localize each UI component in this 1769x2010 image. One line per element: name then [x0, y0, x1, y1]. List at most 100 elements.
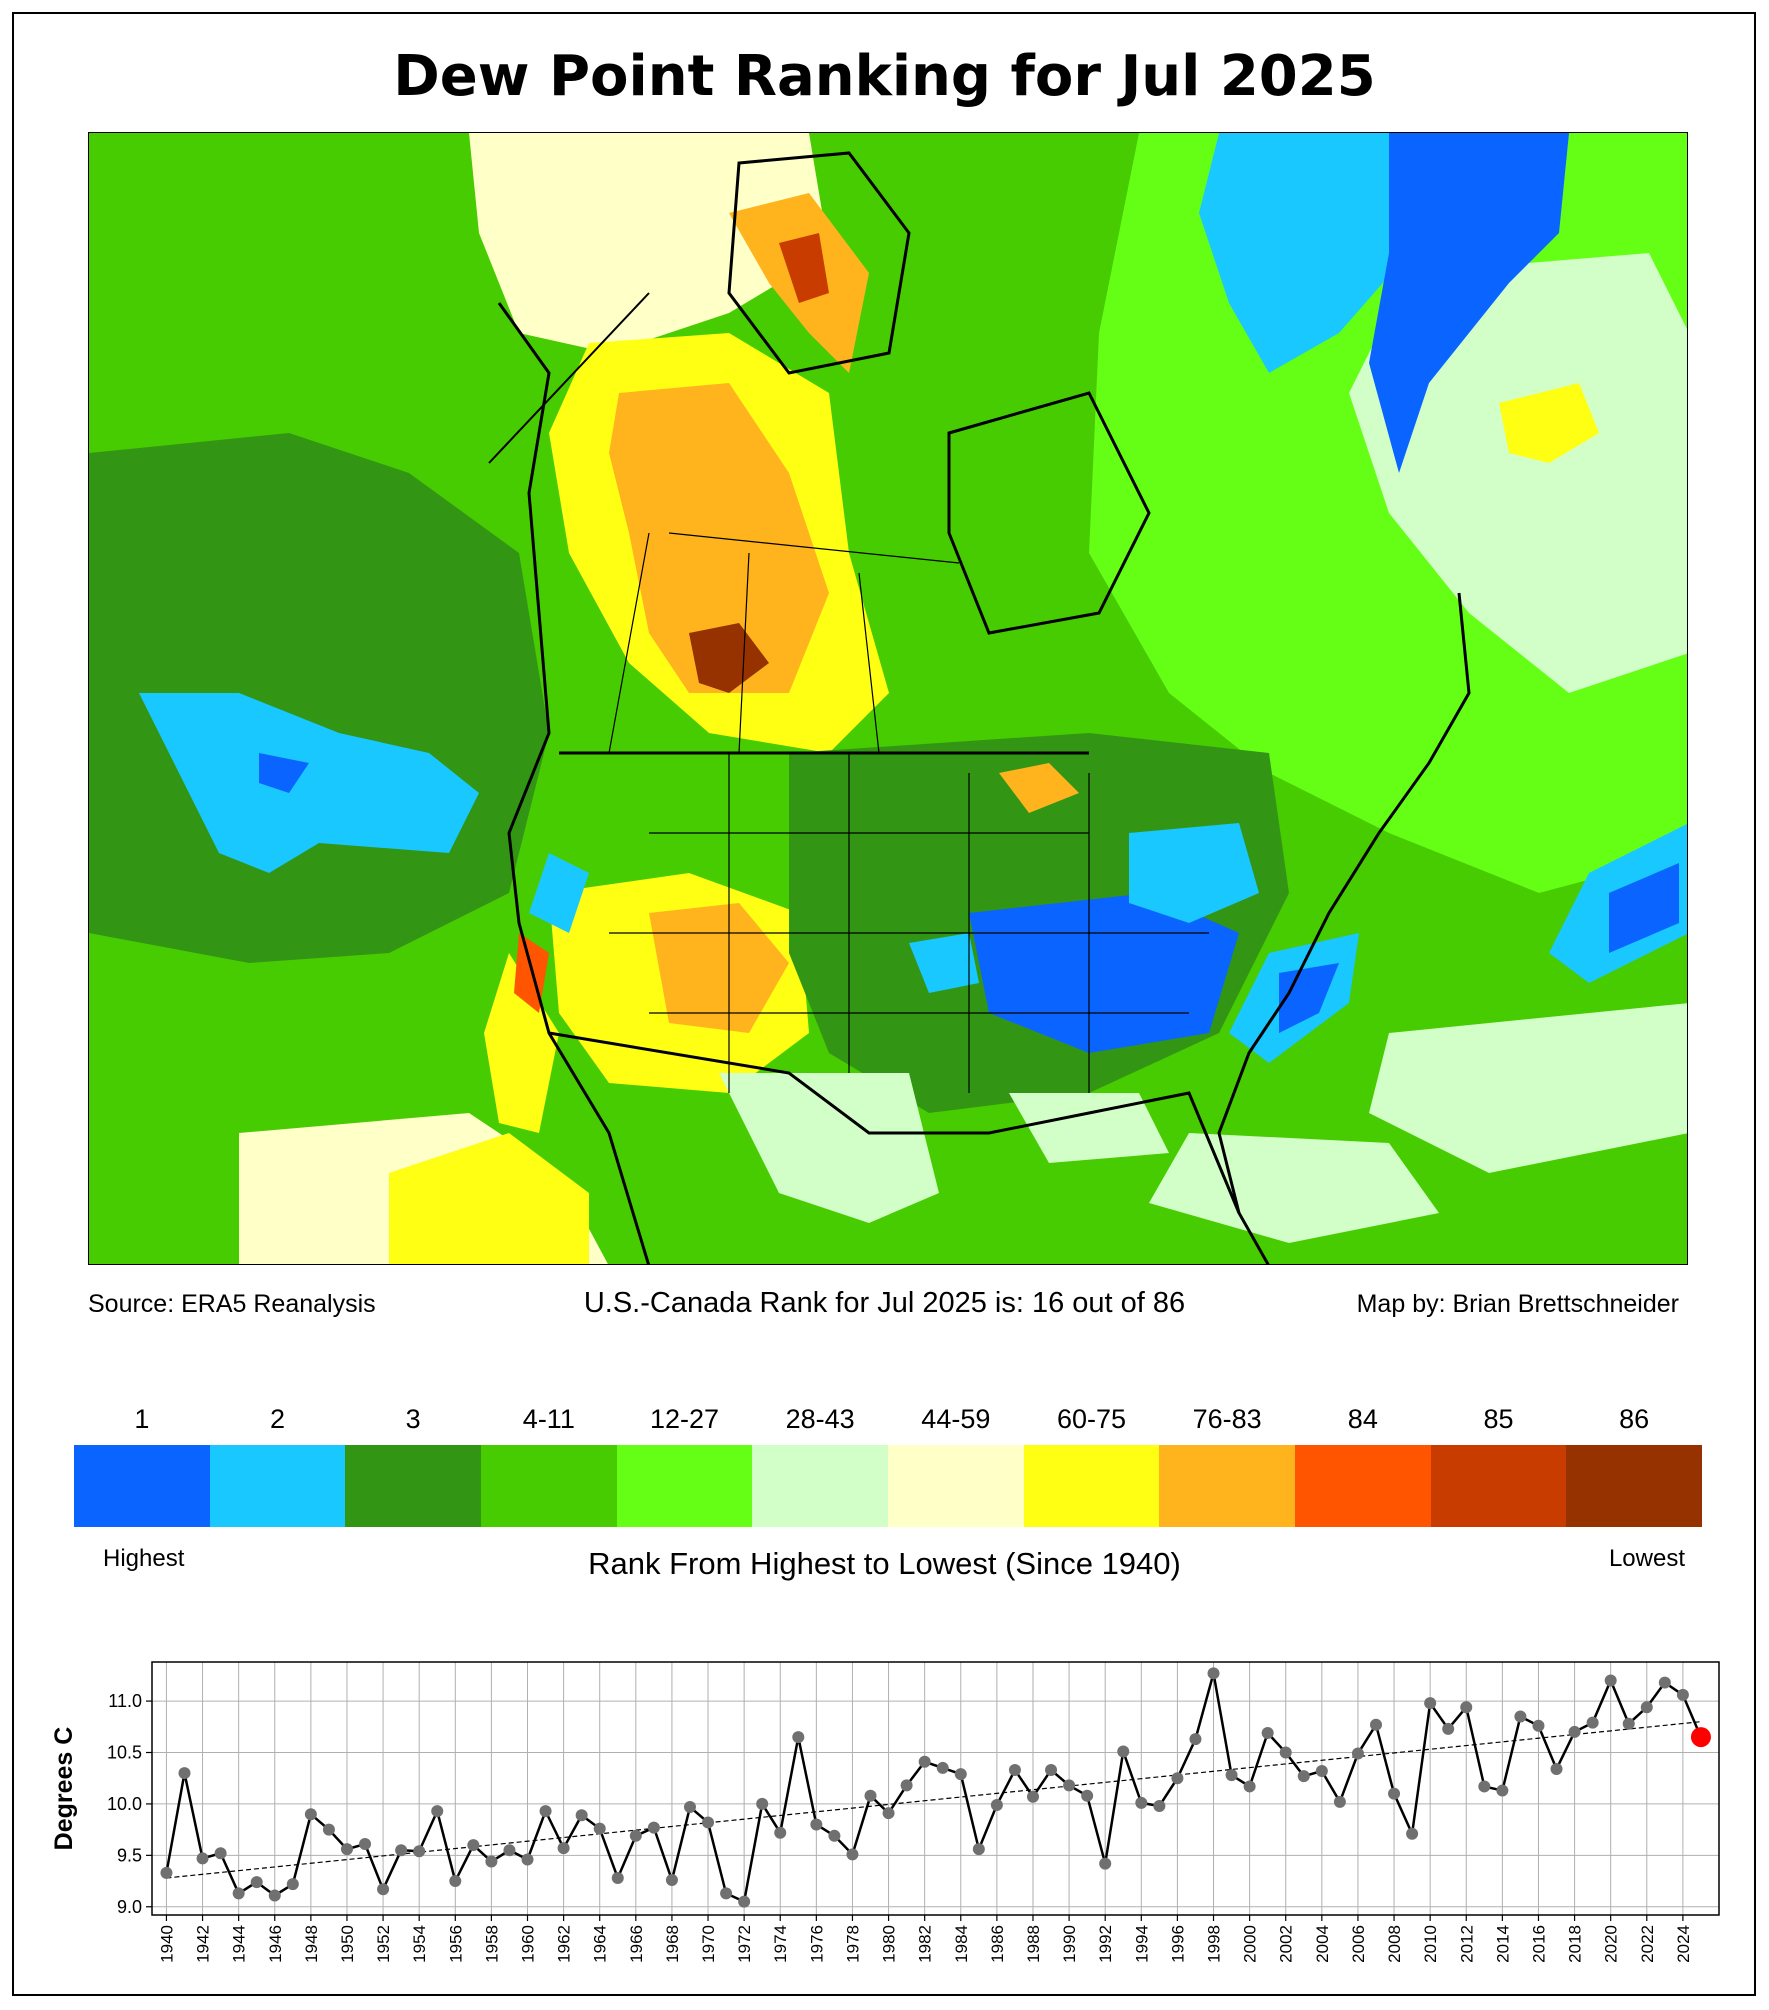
chart-point	[232, 1887, 245, 1900]
colorbar-swatch	[345, 1445, 482, 1527]
chart-x-tick-label: 2018	[1566, 1925, 1585, 1963]
chart-point	[1406, 1827, 1419, 1840]
chart-x-tick-label: 2020	[1602, 1925, 1621, 1963]
chart-y-tick-label: 10.0	[107, 1794, 142, 1814]
chart-x-tick-label: 2004	[1313, 1925, 1332, 1963]
chart-point	[250, 1876, 263, 1889]
chart-point	[1225, 1769, 1238, 1782]
map-field-rank-28-43	[1369, 1003, 1687, 1173]
chart-point	[1243, 1780, 1256, 1793]
chart-point	[1388, 1787, 1401, 1800]
chart-x-tick-label: 1948	[302, 1925, 321, 1963]
chart-point	[846, 1848, 859, 1861]
chart-point	[1550, 1762, 1563, 1775]
chart-point	[1261, 1726, 1274, 1739]
map-field-rank-86	[689, 623, 769, 693]
chart-x-tick-label: 1996	[1168, 1925, 1187, 1963]
chart-point-highlight	[1690, 1727, 1711, 1748]
colorbar	[74, 1445, 1703, 1527]
map-field-rank-2	[1199, 133, 1419, 373]
chart-x-tick-label: 1946	[266, 1925, 285, 1963]
chart-x-tick-label: 1980	[880, 1925, 899, 1963]
colorbar-label: 2	[269, 1404, 286, 1434]
chart-trend	[166, 1721, 1702, 1879]
colorbar-label: 4-11	[522, 1404, 575, 1434]
colorbar-highest-label: Highest	[103, 1545, 185, 1572]
alaska-border	[488, 292, 650, 464]
chart-x-tick-label: 2024	[1674, 1925, 1693, 1963]
map-field-rank-2	[139, 693, 479, 873]
chart-point	[304, 1808, 317, 1821]
chart-point	[539, 1805, 552, 1818]
colorbar-label: 86	[1619, 1404, 1650, 1434]
chart-point	[1460, 1701, 1473, 1714]
chart-x-tick-label: 1952	[374, 1925, 393, 1963]
map-field-rank-60-75	[484, 953, 559, 1133]
chart-point	[1189, 1733, 1202, 1746]
chart-y-tick-label: 10.5	[107, 1743, 142, 1763]
chart-point	[322, 1823, 335, 1836]
colorbar-label: 1	[134, 1404, 150, 1434]
chart-point	[738, 1895, 751, 1908]
chart-x-tick-label: 1944	[230, 1925, 249, 1963]
chart-x-tick-label: 1974	[771, 1925, 790, 1963]
chart-series	[160, 1667, 1711, 1908]
chart-y-tick-label: 11.0	[108, 1691, 142, 1711]
chart-point	[1532, 1719, 1545, 1732]
map-field-rank-28-43	[1009, 1093, 1169, 1163]
chart-point	[467, 1839, 480, 1852]
chart-x-tick-label: 1986	[988, 1925, 1007, 1963]
chart-x-tick-label: 1992	[1096, 1925, 1115, 1963]
chart-x-tick-label: 1990	[1060, 1925, 1079, 1963]
chart-point	[340, 1843, 353, 1856]
map-field-rank-2	[909, 933, 979, 993]
chart-point	[1045, 1763, 1058, 1776]
chart-x-tick-label: 2014	[1493, 1925, 1512, 1963]
province-borders	[608, 532, 960, 754]
chart-point	[485, 1855, 498, 1868]
colorbar-swatch	[1566, 1445, 1703, 1527]
chart-x-tick-label: 1950	[338, 1925, 357, 1963]
rank-map[interactable]	[88, 132, 1688, 1265]
chart-y-ticks: 9.0 9.5 10.0 10.5 11.0	[107, 1691, 152, 1917]
page-title: Dew Point Ranking for Jul 2025	[393, 44, 1376, 109]
chart-x-tick-label: 1960	[519, 1925, 538, 1963]
chart-point	[1640, 1701, 1653, 1714]
chart-point	[1568, 1725, 1581, 1738]
chart-point	[1496, 1784, 1509, 1797]
map-field-rank-1	[1609, 863, 1679, 953]
chart-point	[1279, 1746, 1292, 1759]
map-field-rank-85	[779, 233, 829, 303]
chart-point	[1622, 1717, 1635, 1730]
chart-point	[1369, 1718, 1382, 1731]
map-field-rank-1	[259, 753, 309, 793]
map-field-rank-1	[1369, 133, 1569, 473]
chart-x-tick-label: 1968	[663, 1925, 682, 1963]
chart-x-tick-label: 1956	[446, 1925, 465, 1963]
chart-point	[665, 1874, 678, 1887]
chart-point	[1478, 1780, 1491, 1793]
map-field-rank-60-75	[1499, 383, 1599, 463]
chart-point	[1117, 1745, 1130, 1758]
chart-point	[178, 1767, 191, 1780]
chart-point	[702, 1816, 715, 1829]
chart-point	[1658, 1676, 1671, 1689]
map-field-rank-28-43	[1149, 1133, 1439, 1243]
colorbar-label: 3	[405, 1404, 421, 1434]
chart-point	[990, 1798, 1003, 1811]
chart-point	[954, 1768, 967, 1781]
chart-point	[1297, 1770, 1310, 1783]
colorbar-swatch	[1295, 1445, 1431, 1527]
chart-point	[214, 1847, 227, 1860]
chart-point	[1333, 1795, 1346, 1808]
colorbar-swatch	[74, 1445, 210, 1527]
chart-x-tick-label: 2010	[1421, 1925, 1440, 1963]
chart-x-tick-label: 2008	[1385, 1925, 1404, 1963]
chart-x-tick-label: 2000	[1241, 1925, 1260, 1963]
chart-point	[611, 1871, 624, 1884]
timeseries-chart: 9.09.510.010.511.0 1940 1942 1944 1946 1948 1…	[50, 1661, 1720, 1963]
chart-point	[629, 1829, 642, 1842]
colorbar-label: 60-75	[1056, 1404, 1127, 1434]
chart-point	[449, 1875, 462, 1888]
rank-map-svg	[89, 133, 1687, 1264]
